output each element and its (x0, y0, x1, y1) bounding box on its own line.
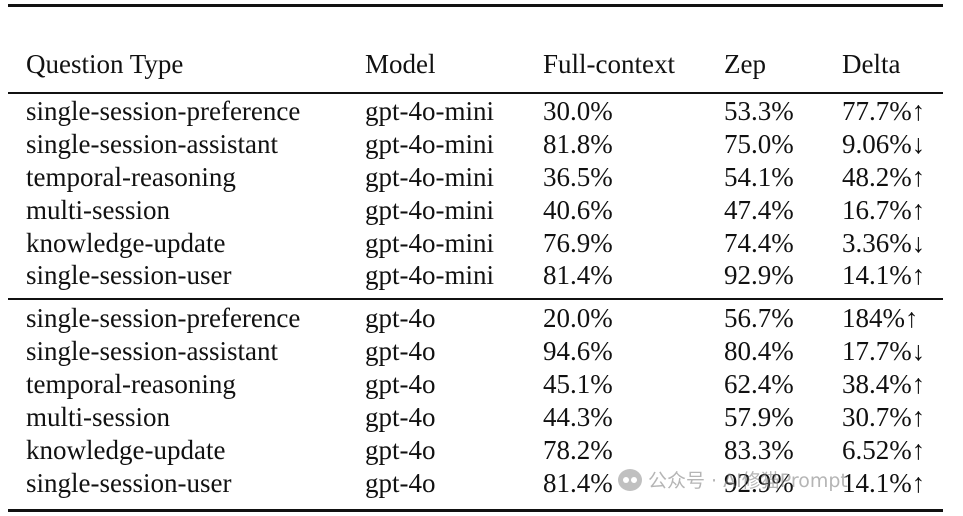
cell-delta: 184%↑ (842, 303, 919, 334)
cell-question-type: single-session-assistant (26, 336, 278, 367)
table-row: single-session-assistant gpt-4o 94.6% 80… (26, 335, 952, 368)
cell-delta: 14.1%↑ (842, 260, 926, 291)
cell-delta: 77.7%↑ (842, 95, 926, 126)
table-top-rule (8, 4, 943, 7)
cell-question-type: single-session-preference (26, 95, 301, 126)
cell-full-context: 78.2% (543, 434, 613, 465)
results-table: Question Type Model Full-context Zep Del… (26, 0, 952, 500)
cell-zep: 75.0% (724, 128, 794, 159)
cell-full-context: 45.1% (543, 369, 613, 400)
cell-model: gpt-4o (365, 369, 436, 400)
header-model: Model (365, 48, 436, 79)
header-delta: Delta (842, 48, 901, 79)
cell-question-type: temporal-reasoning (26, 161, 236, 192)
table-row: single-session-user gpt-4o-mini 81.4% 92… (26, 259, 952, 292)
cell-full-context: 40.6% (543, 194, 613, 225)
header-zep: Zep (724, 48, 766, 79)
table-row: single-session-preference gpt-4o-mini 30… (26, 95, 952, 128)
cell-zep: 62.4% (724, 369, 794, 400)
cell-question-type: single-session-preference (26, 303, 301, 334)
cell-full-context: 30.0% (543, 95, 613, 126)
cell-zep: 56.7% (724, 303, 794, 334)
cell-model: gpt-4o (365, 303, 436, 334)
cell-delta: 3.36%↓ (842, 227, 926, 258)
table-bottom-rule (8, 509, 943, 512)
cell-model: gpt-4o-mini (365, 95, 494, 126)
cell-model: gpt-4o-mini (365, 161, 494, 192)
cell-full-context: 76.9% (543, 227, 613, 258)
table-header-rule (8, 92, 943, 94)
cell-zep: 92.9% (724, 467, 794, 498)
table-row: knowledge-update gpt-4o 78.2% 83.3% 6.52… (26, 434, 952, 467)
cell-question-type: single-session-user (26, 260, 232, 291)
cell-model: gpt-4o (365, 336, 436, 367)
cell-model: gpt-4o (365, 401, 436, 432)
cell-delta: 16.7%↑ (842, 194, 926, 225)
cell-delta: 6.52%↑ (842, 434, 926, 465)
cell-zep: 47.4% (724, 194, 794, 225)
cell-full-context: 44.3% (543, 401, 613, 432)
cell-question-type: temporal-reasoning (26, 369, 236, 400)
cell-full-context: 81.4% (543, 467, 613, 498)
cell-question-type: single-session-assistant (26, 128, 278, 159)
table-row: single-session-preference gpt-4o 20.0% 5… (26, 302, 952, 335)
cell-full-context: 94.6% (543, 336, 613, 367)
cell-question-type: single-session-user (26, 467, 232, 498)
cell-delta: 38.4%↑ (842, 369, 926, 400)
table-header-row: Question Type Model Full-context Zep Del… (26, 41, 952, 87)
table-row: temporal-reasoning gpt-4o-mini 36.5% 54.… (26, 161, 952, 194)
cell-model: gpt-4o-mini (365, 128, 494, 159)
cell-question-type: knowledge-update (26, 227, 226, 258)
cell-model: gpt-4o (365, 434, 436, 465)
table-row: knowledge-update gpt-4o-mini 76.9% 74.4%… (26, 227, 952, 260)
cell-zep: 57.9% (724, 401, 794, 432)
cell-model: gpt-4o-mini (365, 194, 494, 225)
header-question-type: Question Type (26, 48, 184, 79)
cell-full-context: 20.0% (543, 303, 613, 334)
cell-full-context: 81.4% (543, 260, 613, 291)
cell-model: gpt-4o-mini (365, 227, 494, 258)
cell-zep: 92.9% (724, 260, 794, 291)
cell-question-type: multi-session (26, 401, 171, 432)
cell-question-type: multi-session (26, 194, 171, 225)
cell-model: gpt-4o (365, 467, 436, 498)
cell-delta: 48.2%↑ (842, 161, 926, 192)
cell-zep: 83.3% (724, 434, 794, 465)
table-row: multi-session gpt-4o-mini 40.6% 47.4% 16… (26, 194, 952, 227)
table-row: temporal-reasoning gpt-4o 45.1% 62.4% 38… (26, 368, 952, 401)
cell-question-type: knowledge-update (26, 434, 226, 465)
cell-full-context: 81.8% (543, 128, 613, 159)
cell-delta: 14.1%↑ (842, 467, 926, 498)
table-row: single-session-user gpt-4o 81.4% 92.9% 1… (26, 467, 952, 500)
cell-zep: 53.3% (724, 95, 794, 126)
table-row: multi-session gpt-4o 44.3% 57.9% 30.7%↑ (26, 401, 952, 434)
cell-zep: 74.4% (724, 227, 794, 258)
cell-zep: 80.4% (724, 336, 794, 367)
cell-full-context: 36.5% (543, 161, 613, 192)
cell-delta: 9.06%↓ (842, 128, 926, 159)
cell-delta: 17.7%↓ (842, 336, 926, 367)
cell-zep: 54.1% (724, 161, 794, 192)
header-full-context: Full-context (543, 48, 675, 79)
table-row: single-session-assistant gpt-4o-mini 81.… (26, 128, 952, 161)
table-group-divider (8, 298, 943, 300)
cell-model: gpt-4o-mini (365, 260, 494, 291)
cell-delta: 30.7%↑ (842, 401, 926, 432)
